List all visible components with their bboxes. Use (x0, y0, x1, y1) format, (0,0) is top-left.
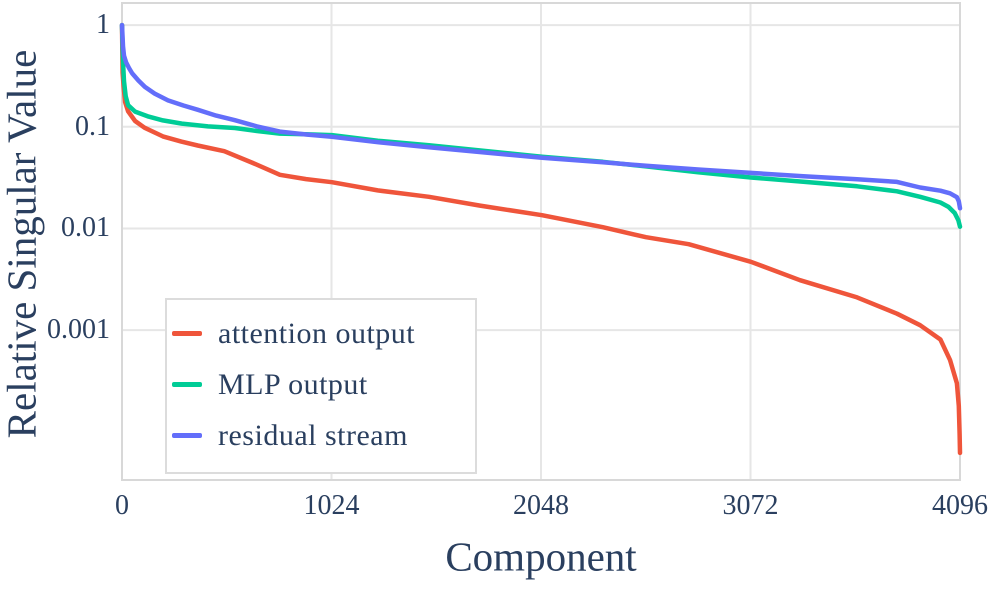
legend-swatch-residual-stream (172, 433, 202, 438)
x-axis-title: Component (445, 533, 637, 580)
legend-item-residual-stream[interactable]: residual stream (167, 410, 475, 461)
legend-item-attention-output[interactable]: attention output (167, 308, 475, 359)
legend-label: residual stream (218, 418, 408, 452)
legend-swatch-MLP-output (172, 382, 202, 387)
x-tick-label-1024: 1024 (303, 490, 360, 521)
plot-border (121, 2, 961, 481)
legend-swatch-attention-output (172, 331, 202, 336)
series-line-attention-output (119, 22, 963, 456)
y-tick-label-1: 1 (96, 9, 110, 41)
legend-label: attention output (218, 316, 416, 350)
y-axis-title: Relative Singular Value (0, 49, 45, 439)
y-tick-label-0.001: 0.001 (47, 314, 110, 346)
x-tick-label-3072: 3072 (722, 490, 779, 521)
legend-label: MLP output (218, 367, 368, 401)
y-tick-label-0.1: 0.1 (75, 110, 110, 142)
legend: attention output MLP output residual strea… (165, 298, 477, 474)
x-tick-label-0: 0 (115, 490, 129, 521)
legend-item-MLP-output[interactable]: MLP output (167, 359, 475, 410)
x-tick-label-2048: 2048 (513, 490, 569, 521)
x-tick-label-4096: 4096 (932, 490, 988, 521)
y-tick-label-0.01: 0.01 (61, 212, 110, 244)
series-line-residual-stream (119, 22, 963, 211)
